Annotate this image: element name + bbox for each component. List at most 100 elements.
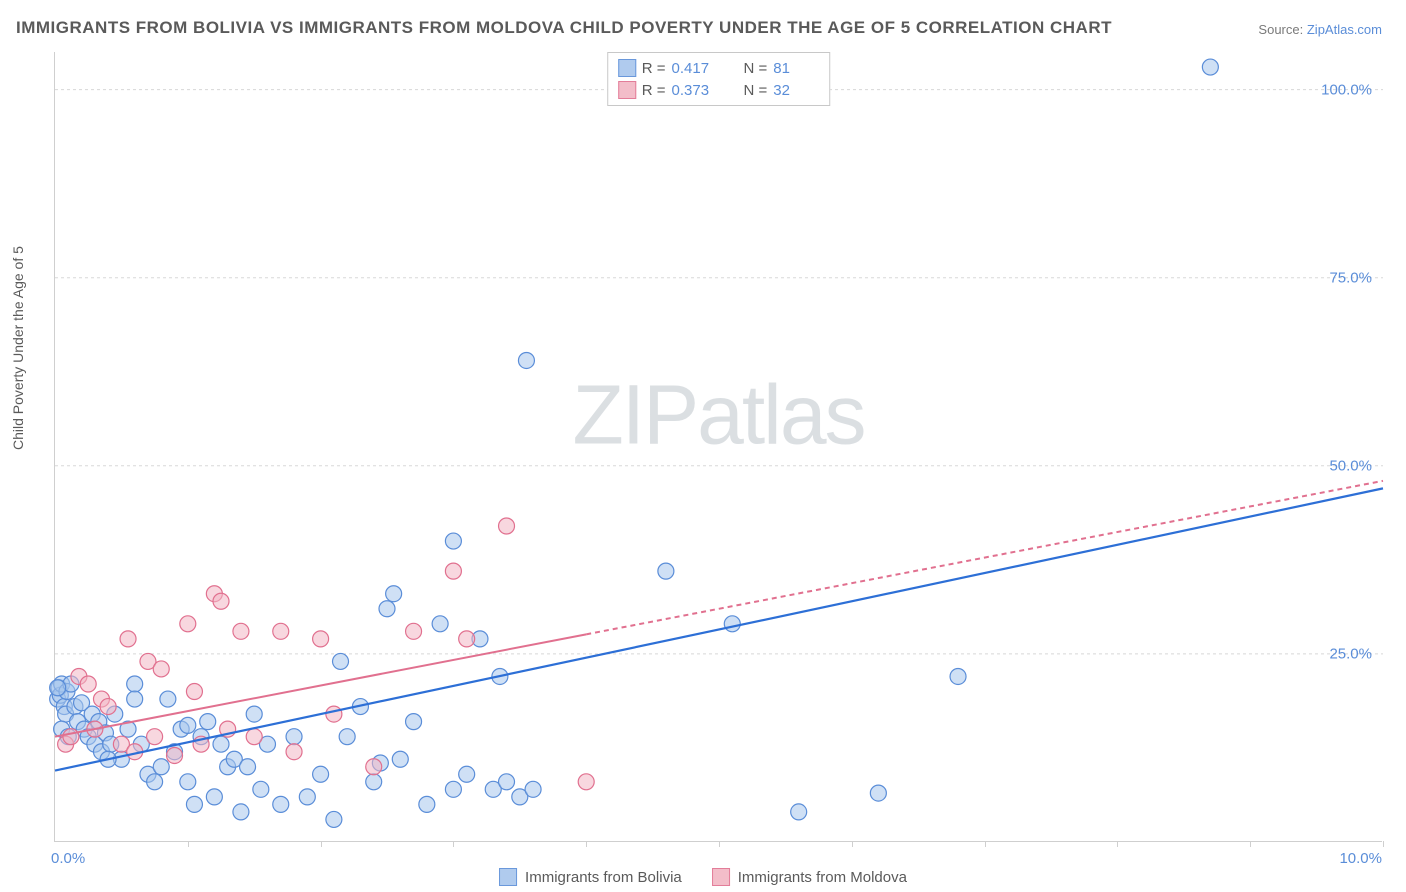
data-point (326, 811, 342, 827)
data-point (286, 744, 302, 760)
swatch-moldova (712, 868, 730, 886)
correlation-row-bolivia: R = 0.417 N = 81 (618, 57, 820, 79)
r-value-bolivia: 0.417 (672, 60, 718, 77)
y-tick-label: 50.0% (1329, 457, 1372, 474)
data-point (445, 533, 461, 549)
data-point (240, 759, 256, 775)
data-point (180, 616, 196, 632)
data-point (406, 623, 422, 639)
data-point (459, 631, 475, 647)
data-point (213, 736, 229, 752)
data-point (180, 774, 196, 790)
data-point (153, 661, 169, 677)
data-point (1202, 59, 1218, 75)
data-point (525, 781, 541, 797)
data-point (50, 680, 66, 696)
x-tick (719, 841, 720, 847)
n-label: N = (744, 60, 768, 77)
data-point (445, 781, 461, 797)
data-point (432, 616, 448, 632)
x-tick (188, 841, 189, 847)
data-point (339, 729, 355, 745)
scatter-plot-svg (55, 52, 1382, 841)
data-point (273, 796, 289, 812)
data-point (246, 729, 262, 745)
x-tick (852, 841, 853, 847)
series-legend: Immigrants from Bolivia Immigrants from … (491, 868, 915, 886)
data-point (233, 623, 249, 639)
data-point (100, 699, 116, 715)
source-attribution: Source: ZipAtlas.com (1258, 22, 1382, 37)
data-point (273, 623, 289, 639)
data-point (366, 759, 382, 775)
legend-item-moldova: Immigrants from Moldova (712, 868, 907, 886)
r-value-moldova: 0.373 (672, 82, 718, 99)
x-tick (1383, 841, 1384, 847)
correlation-row-moldova: R = 0.373 N = 32 (618, 79, 820, 101)
data-point (147, 774, 163, 790)
data-point (120, 631, 136, 647)
data-point (326, 706, 342, 722)
data-point (246, 706, 262, 722)
data-point (333, 653, 349, 669)
data-point (147, 729, 163, 745)
data-point (313, 766, 329, 782)
chart-plot-area: ZIPatlas 25.0%50.0%75.0%100.0% R = 0.417… (54, 52, 1382, 842)
data-point (366, 774, 382, 790)
data-point (724, 616, 740, 632)
data-point (499, 518, 515, 534)
source-link[interactable]: ZipAtlas.com (1307, 22, 1382, 37)
x-tick (586, 841, 587, 847)
y-tick-label: 75.0% (1329, 269, 1372, 286)
chart-title: IMMIGRANTS FROM BOLIVIA VS IMMIGRANTS FR… (16, 18, 1112, 38)
n-label: N = (744, 82, 768, 99)
swatch-bolivia (618, 59, 636, 77)
data-point (419, 796, 435, 812)
y-tick-label: 25.0% (1329, 645, 1372, 662)
data-point (578, 774, 594, 790)
data-point (518, 352, 534, 368)
data-point (160, 691, 176, 707)
data-point (206, 789, 222, 805)
data-point (200, 714, 216, 730)
data-point (406, 714, 422, 730)
data-point (80, 676, 96, 692)
x-tick (321, 841, 322, 847)
data-point (950, 668, 966, 684)
x-tick (453, 841, 454, 847)
data-point (459, 766, 475, 782)
data-point (127, 676, 143, 692)
correlation-legend: R = 0.417 N = 81 R = 0.373 N = 32 (607, 52, 831, 106)
data-point (445, 563, 461, 579)
data-point (386, 586, 402, 602)
data-point (499, 774, 515, 790)
n-value-moldova: 32 (773, 82, 819, 99)
r-label: R = (642, 82, 666, 99)
data-point (870, 785, 886, 801)
data-point (299, 789, 315, 805)
x-tick-max-label: 10.0% (1339, 850, 1382, 867)
data-point (233, 804, 249, 820)
data-point (791, 804, 807, 820)
swatch-moldova (618, 81, 636, 99)
data-point (127, 691, 143, 707)
data-point (392, 751, 408, 767)
legend-label-bolivia: Immigrants from Bolivia (525, 869, 682, 886)
swatch-bolivia (499, 868, 517, 886)
y-axis-label: Child Poverty Under the Age of 5 (10, 246, 26, 450)
data-point (286, 729, 302, 745)
data-point (313, 631, 329, 647)
data-point (180, 717, 196, 733)
x-tick (1250, 841, 1251, 847)
n-value-bolivia: 81 (773, 60, 819, 77)
legend-item-bolivia: Immigrants from Bolivia (499, 868, 682, 886)
data-point (63, 729, 79, 745)
data-point (379, 601, 395, 617)
data-point (153, 759, 169, 775)
data-point (213, 593, 229, 609)
data-point (253, 781, 269, 797)
x-tick (985, 841, 986, 847)
data-point (658, 563, 674, 579)
r-label: R = (642, 60, 666, 77)
x-tick-min-label: 0.0% (51, 850, 85, 867)
